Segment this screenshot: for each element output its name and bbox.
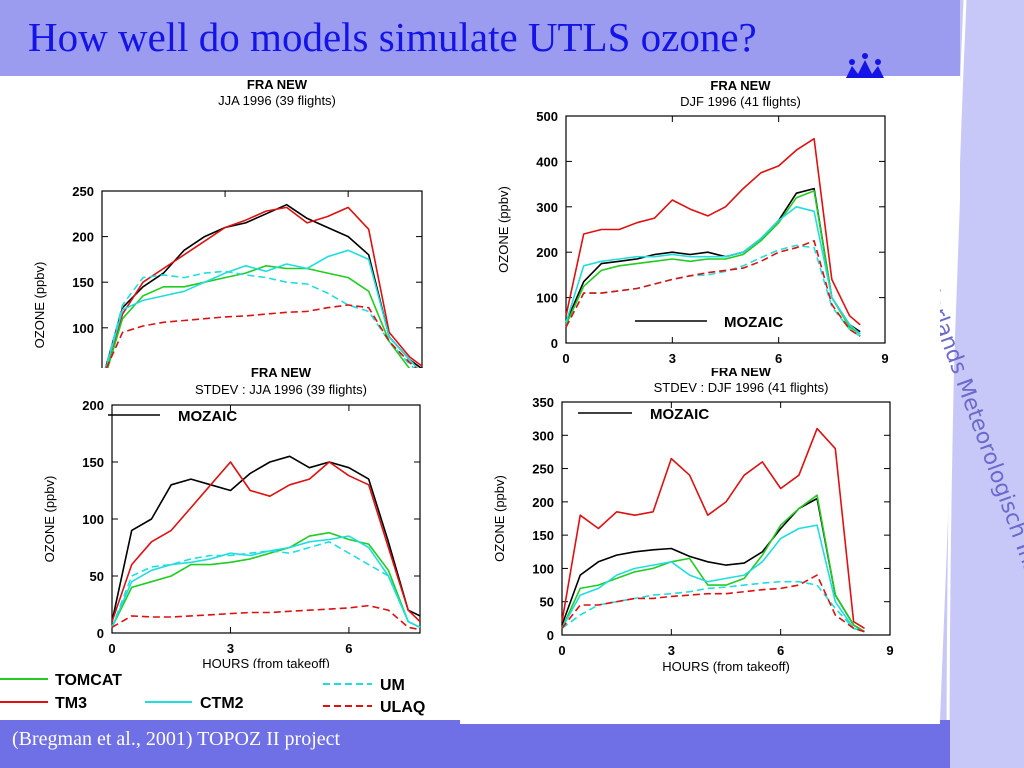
legend-label-mozaic: MOZAIC (178, 408, 237, 425)
legend-label-ulaq: ULAQ (380, 699, 425, 716)
x-tick-label: 3 (668, 643, 675, 658)
y-tick-label: 200 (72, 230, 94, 245)
y-tick-label: 300 (532, 428, 554, 443)
y-tick-label: 200 (532, 495, 554, 510)
x-tick-label: 3 (669, 351, 676, 366)
legend-label-tomcat: TOMCAT (55, 672, 122, 689)
chart-panel-stdev-djf: FRA NEW STDEV : DJF 1996 (41 flights) 0 50 1… (460, 368, 940, 724)
chart-subtitle: JJA 1996 (39 flights) (218, 93, 336, 108)
y-tick-label: 500 (536, 109, 558, 124)
series-line-tm3 (565, 137, 861, 326)
x-tick-label: 6 (345, 641, 352, 656)
series-line-ulaq (565, 240, 861, 337)
series-line-tm3 (111, 461, 421, 623)
chart-title: FRA NEW (247, 77, 308, 92)
legend-label-ctm2: CTM2 (200, 695, 244, 712)
y-tick-label: 100 (536, 291, 558, 306)
series-line-um (561, 580, 865, 633)
legend-label-tm3: TM3 (55, 695, 87, 712)
plot-frame (111, 404, 421, 634)
plot-frame (101, 190, 423, 368)
series-line-tomcat (565, 190, 861, 335)
citation-footer: (Bregman et al., 2001) TOPOZ II project (12, 728, 341, 750)
y-tick-label: 0 (97, 626, 104, 641)
chart-panel-djf: FRA NEW DJF 1996 (41 flights) 0 100 200 300 40… (470, 78, 940, 368)
chart-title: FRA NEW (710, 78, 771, 93)
y-tick-label: 250 (72, 184, 94, 199)
legend-label-mozaic: MOZAIC (724, 314, 783, 331)
y-tick-label: 200 (536, 245, 558, 260)
y-tick-label: 50 (80, 366, 94, 368)
x-tick-label: 9 (881, 351, 888, 366)
y-tick-label: 0 (551, 336, 558, 351)
y-tick-label: 150 (72, 275, 94, 290)
plot-frame (561, 401, 891, 636)
y-tick-label: 150 (82, 455, 104, 470)
series-line-ctm2 (105, 249, 419, 368)
chart-panel-stdev-jja: FRA NEW STDEV : JJA 1996 (39 flights) 0 50 1… (0, 368, 460, 668)
y-tick-label: 100 (82, 512, 104, 527)
series-line-ctm2 (565, 206, 861, 335)
y-tick-label: 50 (90, 569, 104, 584)
y-tick-label: 100 (532, 561, 554, 576)
series-line-tomcat (111, 531, 421, 629)
chart-title: FRA NEW (711, 368, 772, 379)
series-line-tomcat (106, 265, 411, 368)
x-tick-label: 0 (108, 641, 115, 656)
y-tick-label: 300 (536, 200, 558, 215)
y-axis-label: OZONE (ppbv) (496, 186, 511, 273)
x-tick-label: 0 (558, 643, 565, 658)
x-tick-label: 9 (886, 643, 893, 658)
series-line-mozaic (111, 455, 421, 622)
x-tick-label: 3 (227, 641, 234, 656)
series-line-mozaic (104, 203, 423, 368)
series-line-ulaq (111, 604, 421, 631)
y-tick-label: 0 (547, 628, 554, 643)
chart-subtitle: STDEV : JJA 1996 (39 flights) (195, 382, 367, 397)
plot-frame (565, 115, 886, 344)
series-line-tomcat (561, 494, 865, 633)
y-tick-label: 400 (536, 154, 558, 169)
series-line-ulaq (105, 304, 418, 368)
y-tick-label: 200 (82, 398, 104, 413)
series-line-mozaic (561, 497, 865, 633)
x-tick-label: 0 (562, 351, 569, 366)
y-tick-label: 150 (532, 528, 554, 543)
x-tick-label: 6 (775, 351, 782, 366)
x-axis-label: HOURS (from takeoff) (662, 659, 790, 674)
legend-label-mozaic: MOZAIC (270, 367, 329, 368)
x-axis-label: HOURS (from takeoff) (202, 656, 330, 668)
chart-title: FRA NEW (251, 368, 312, 380)
series-line-ulaq (561, 574, 865, 633)
model-legend: TOMCAT TM3 CTM2 UM ULAQ (0, 668, 460, 720)
series-line-ctm2 (111, 535, 421, 629)
legend-label-um: UM (380, 677, 405, 694)
legend-label-mozaic: MOZAIC (650, 406, 709, 423)
y-axis-label: OZONE (ppbv) (42, 476, 57, 563)
y-axis-label: OZONE (ppbv) (32, 262, 47, 349)
y-tick-label: 350 (532, 395, 554, 410)
y-tick-label: 100 (72, 321, 94, 336)
series-line-um (105, 270, 416, 368)
y-axis-label: OZONE (ppbv) (492, 475, 507, 562)
chart-subtitle: STDEV : DJF 1996 (41 flights) (654, 380, 829, 395)
x-tick-label: 6 (777, 643, 784, 658)
chart-subtitle: DJF 1996 (41 flights) (680, 94, 801, 109)
series-line-ctm2 (561, 524, 865, 633)
series-line-um (111, 541, 421, 629)
slide-title: How well do models simulate UTLS ozone? (28, 14, 757, 60)
y-tick-label: 50 (540, 595, 554, 610)
model-legend-svg: TOMCAT TM3 CTM2 UM ULAQ (0, 672, 425, 716)
y-tick-label: 250 (532, 462, 554, 477)
series-line-tm3 (561, 427, 865, 629)
chart-stdev-jja: FRA NEW STDEV : JJA 1996 (39 flights) 0 50 1… (42, 368, 421, 668)
series-line-tm3 (105, 206, 423, 368)
